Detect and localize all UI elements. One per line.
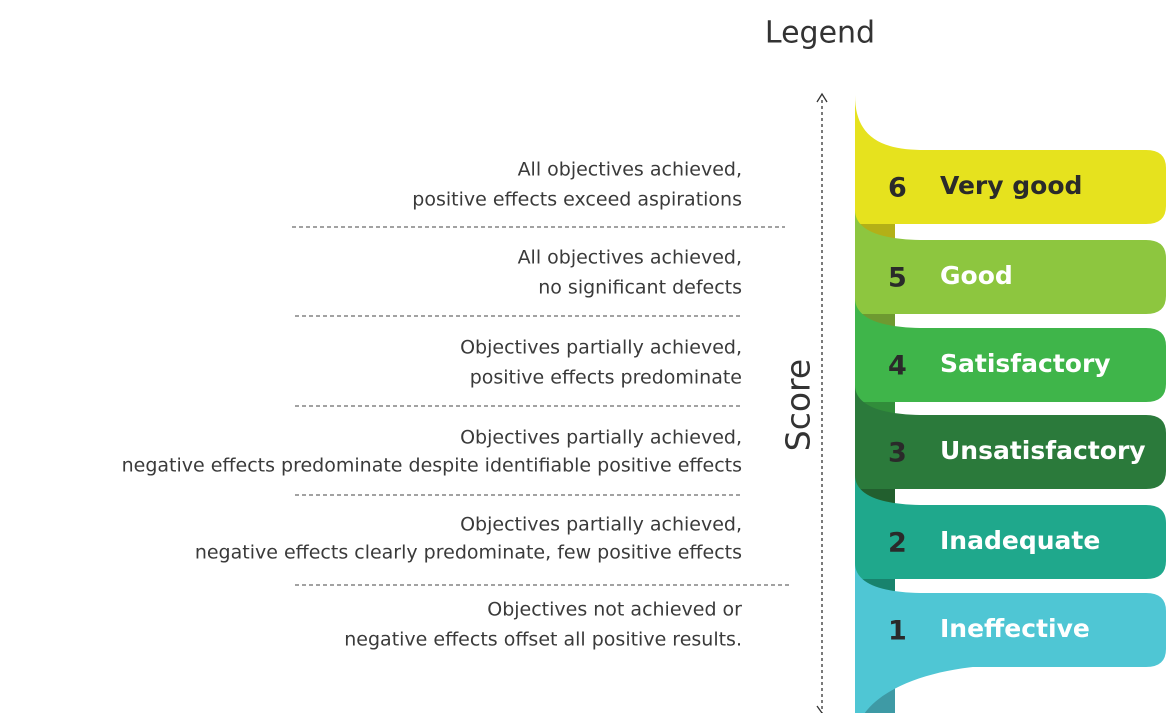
description-line: negative effects offset all positive res… (344, 629, 742, 651)
score-label: Satisfactory (940, 349, 1111, 378)
score-number: 6 (888, 173, 907, 204)
description-line: Objectives not achieved or (487, 599, 742, 621)
band (855, 298, 1166, 402)
axis-label: Score (779, 359, 818, 451)
description-line: Objectives partially achieved, (460, 514, 742, 536)
axis-arrow-bottom (816, 705, 823, 713)
description-line: negative effects clearly predominate, fe… (195, 542, 742, 564)
score-number: 2 (888, 528, 907, 559)
description-line: Objectives partially achieved, (460, 427, 742, 449)
score-number: 5 (888, 263, 907, 294)
score-label: Very good (940, 171, 1082, 200)
score-label: Unsatisfactory (940, 436, 1146, 465)
band (855, 385, 1166, 489)
title: Legend (765, 16, 875, 51)
band (855, 475, 1166, 579)
description-line: All objectives achieved, (518, 159, 742, 181)
description-line: Objectives partially achieved, (460, 337, 742, 359)
description-line: positive effects exceed aspirations (412, 189, 742, 211)
description-line: positive effects predominate (470, 367, 742, 389)
band (855, 95, 1166, 224)
score-number: 1 (888, 616, 907, 647)
score-number: 3 (888, 438, 907, 469)
band (855, 210, 1166, 314)
score-label: Ineffective (940, 614, 1090, 643)
axis-arrow (816, 92, 828, 103)
description-line: no significant defects (538, 277, 742, 299)
band (855, 563, 1166, 667)
band-tail (855, 665, 1000, 713)
score-label: Good (940, 261, 1013, 290)
description-line: All objectives achieved, (518, 247, 742, 269)
score-label: Inadequate (940, 526, 1100, 555)
description-line: negative effects predominate despite ide… (122, 455, 742, 477)
score-number: 4 (888, 351, 907, 382)
